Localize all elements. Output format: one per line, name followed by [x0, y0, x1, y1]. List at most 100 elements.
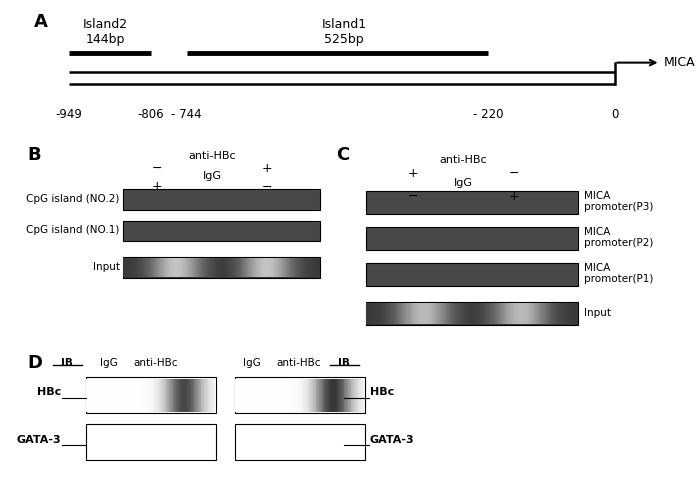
Bar: [277, 378, 278, 412]
Bar: [122, 189, 320, 210]
Bar: [308, 378, 309, 412]
Bar: [434, 304, 435, 324]
Bar: [197, 378, 198, 412]
Bar: [483, 304, 484, 324]
Bar: [440, 304, 442, 324]
Bar: [553, 304, 554, 324]
Bar: [336, 378, 337, 412]
Bar: [418, 304, 419, 324]
Bar: [195, 378, 196, 412]
Bar: [486, 304, 487, 324]
Bar: [271, 378, 272, 412]
Bar: [268, 378, 270, 412]
Text: CpG island (NO.1): CpG island (NO.1): [26, 226, 120, 236]
Bar: [298, 258, 299, 277]
Bar: [186, 258, 187, 277]
Bar: [410, 304, 411, 324]
Bar: [405, 304, 407, 324]
Bar: [177, 378, 178, 412]
Bar: [303, 258, 304, 277]
Bar: [197, 258, 198, 277]
Bar: [568, 304, 569, 324]
Text: Island1
525bp: Island1 525bp: [322, 18, 367, 46]
Bar: [132, 258, 134, 277]
Bar: [162, 378, 163, 412]
Bar: [549, 304, 550, 324]
Bar: [276, 378, 277, 412]
Bar: [272, 378, 273, 412]
Bar: [498, 304, 499, 324]
Bar: [249, 258, 251, 277]
Bar: [208, 378, 209, 412]
Bar: [142, 378, 143, 412]
Bar: [305, 258, 306, 277]
Bar: [407, 304, 409, 324]
Bar: [318, 258, 320, 277]
Bar: [238, 378, 239, 412]
Bar: [174, 258, 175, 277]
Bar: [204, 258, 205, 277]
Bar: [243, 378, 244, 412]
Bar: [487, 304, 489, 324]
Bar: [86, 425, 216, 460]
Bar: [290, 258, 291, 277]
Bar: [561, 304, 563, 324]
Bar: [101, 378, 102, 412]
Bar: [179, 258, 180, 277]
Bar: [128, 378, 129, 412]
Bar: [381, 304, 382, 324]
Bar: [129, 378, 130, 412]
Bar: [422, 304, 423, 324]
Bar: [208, 258, 209, 277]
Bar: [550, 304, 551, 324]
Bar: [433, 304, 434, 324]
Bar: [199, 378, 201, 412]
Bar: [383, 304, 384, 324]
Text: anti-HBc: anti-HBc: [276, 358, 321, 368]
Bar: [132, 378, 133, 412]
Text: - 744: - 744: [172, 108, 202, 121]
Bar: [302, 378, 303, 412]
Text: anti-HBc: anti-HBc: [188, 151, 236, 161]
Bar: [102, 378, 103, 412]
Bar: [465, 304, 466, 324]
Bar: [317, 378, 318, 412]
Bar: [484, 304, 485, 324]
Bar: [300, 258, 301, 277]
Bar: [162, 258, 163, 277]
Bar: [557, 304, 559, 324]
Bar: [575, 304, 577, 324]
Bar: [313, 258, 314, 277]
Bar: [417, 304, 418, 324]
Bar: [534, 304, 535, 324]
Bar: [139, 378, 140, 412]
Bar: [183, 378, 184, 412]
Bar: [187, 378, 188, 412]
Bar: [387, 304, 388, 324]
Bar: [448, 304, 449, 324]
Bar: [279, 378, 280, 412]
Bar: [491, 304, 493, 324]
Bar: [264, 378, 265, 412]
Bar: [573, 304, 575, 324]
Bar: [373, 304, 374, 324]
Bar: [356, 378, 357, 412]
Bar: [111, 378, 112, 412]
Bar: [283, 258, 284, 277]
Bar: [290, 378, 291, 412]
Bar: [183, 258, 184, 277]
Bar: [337, 378, 338, 412]
Bar: [268, 258, 270, 277]
Bar: [241, 258, 242, 277]
Bar: [96, 378, 97, 412]
Bar: [229, 258, 230, 277]
Bar: [320, 378, 321, 412]
Bar: [299, 258, 300, 277]
Bar: [282, 258, 283, 277]
Bar: [244, 378, 245, 412]
Bar: [214, 378, 215, 412]
Bar: [130, 378, 131, 412]
Bar: [260, 258, 261, 277]
Bar: [158, 258, 160, 277]
Bar: [432, 304, 433, 324]
